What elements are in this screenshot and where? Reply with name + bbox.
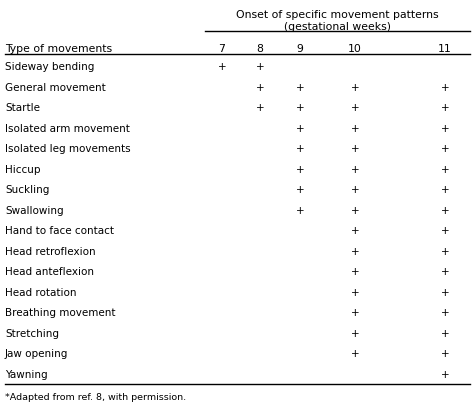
Text: Type of movements: Type of movements xyxy=(5,44,112,54)
Text: Suckling: Suckling xyxy=(5,185,49,195)
Text: +: + xyxy=(441,246,449,256)
Text: Swallowing: Swallowing xyxy=(5,205,64,215)
Text: Isolated leg movements: Isolated leg movements xyxy=(5,144,131,154)
Text: +: + xyxy=(351,205,359,215)
Text: +: + xyxy=(351,185,359,195)
Text: +: + xyxy=(351,307,359,318)
Text: (gestational weeks): (gestational weeks) xyxy=(284,22,391,32)
Text: 8: 8 xyxy=(256,44,264,54)
Text: +: + xyxy=(441,307,449,318)
Text: +: + xyxy=(351,266,359,277)
Text: +: + xyxy=(351,83,359,92)
Text: +: + xyxy=(351,124,359,133)
Text: +: + xyxy=(441,83,449,92)
Text: +: + xyxy=(296,124,304,133)
Text: +: + xyxy=(441,348,449,358)
Text: +: + xyxy=(296,83,304,92)
Text: Isolated arm movement: Isolated arm movement xyxy=(5,124,130,133)
Text: +: + xyxy=(351,348,359,358)
Text: 9: 9 xyxy=(297,44,303,54)
Text: +: + xyxy=(351,103,359,113)
Text: +: + xyxy=(351,226,359,236)
Text: Yawning: Yawning xyxy=(5,369,47,379)
Text: +: + xyxy=(441,328,449,338)
Text: +: + xyxy=(255,83,264,92)
Text: +: + xyxy=(296,144,304,154)
Text: 11: 11 xyxy=(438,44,452,54)
Text: Breathing movement: Breathing movement xyxy=(5,307,116,318)
Text: +: + xyxy=(441,185,449,195)
Text: +: + xyxy=(296,185,304,195)
Text: +: + xyxy=(441,103,449,113)
Text: +: + xyxy=(296,103,304,113)
Text: +: + xyxy=(441,144,449,154)
Text: +: + xyxy=(441,124,449,133)
Text: +: + xyxy=(441,369,449,379)
Text: Head retroflexion: Head retroflexion xyxy=(5,246,96,256)
Text: +: + xyxy=(351,246,359,256)
Text: +: + xyxy=(255,62,264,72)
Text: +: + xyxy=(351,287,359,297)
Text: Stretching: Stretching xyxy=(5,328,59,338)
Text: +: + xyxy=(441,226,449,236)
Text: Onset of specific movement patterns: Onset of specific movement patterns xyxy=(236,10,439,20)
Text: Startle: Startle xyxy=(5,103,40,113)
Text: Hand to face contact: Hand to face contact xyxy=(5,226,114,236)
Text: +: + xyxy=(441,287,449,297)
Text: Head anteflexion: Head anteflexion xyxy=(5,266,94,277)
Text: Sideway bending: Sideway bending xyxy=(5,62,94,72)
Text: +: + xyxy=(441,266,449,277)
Text: +: + xyxy=(296,205,304,215)
Text: +: + xyxy=(351,328,359,338)
Text: +: + xyxy=(296,164,304,174)
Text: Jaw opening: Jaw opening xyxy=(5,348,68,358)
Text: +: + xyxy=(351,164,359,174)
Text: +: + xyxy=(351,144,359,154)
Text: Head rotation: Head rotation xyxy=(5,287,76,297)
Text: +: + xyxy=(218,62,226,72)
Text: *Adapted from ref. 8, with permission.: *Adapted from ref. 8, with permission. xyxy=(5,392,186,401)
Text: +: + xyxy=(255,103,264,113)
Text: +: + xyxy=(441,205,449,215)
Text: 10: 10 xyxy=(348,44,362,54)
Text: General movement: General movement xyxy=(5,83,106,92)
Text: +: + xyxy=(441,164,449,174)
Text: Hiccup: Hiccup xyxy=(5,164,40,174)
Text: 7: 7 xyxy=(219,44,226,54)
